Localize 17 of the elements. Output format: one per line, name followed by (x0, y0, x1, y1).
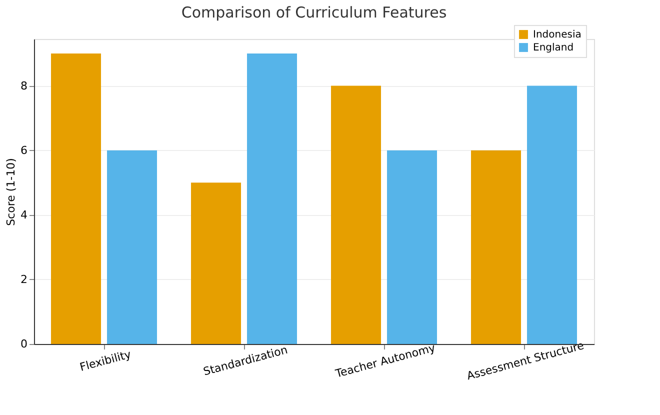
bar (247, 54, 297, 344)
bar (527, 86, 577, 344)
legend-label: Indonesia (533, 30, 582, 40)
y-tick-label: 6 (20, 144, 28, 157)
bar (331, 86, 381, 344)
legend-label: England (533, 42, 574, 54)
bar (107, 150, 157, 344)
y-tick-label: 0 (20, 338, 28, 350)
bar (471, 150, 521, 344)
y-tick-label: 2 (20, 272, 28, 286)
y-tick-label: 8 (20, 79, 28, 92)
bar (191, 182, 241, 344)
bar (51, 54, 101, 344)
y-axis-title: Score (1-10) (4, 158, 18, 226)
chart-title: Comparison of Curriculum Features (181, 4, 447, 22)
y-tick-label: 4 (20, 208, 28, 222)
bar (387, 150, 437, 344)
